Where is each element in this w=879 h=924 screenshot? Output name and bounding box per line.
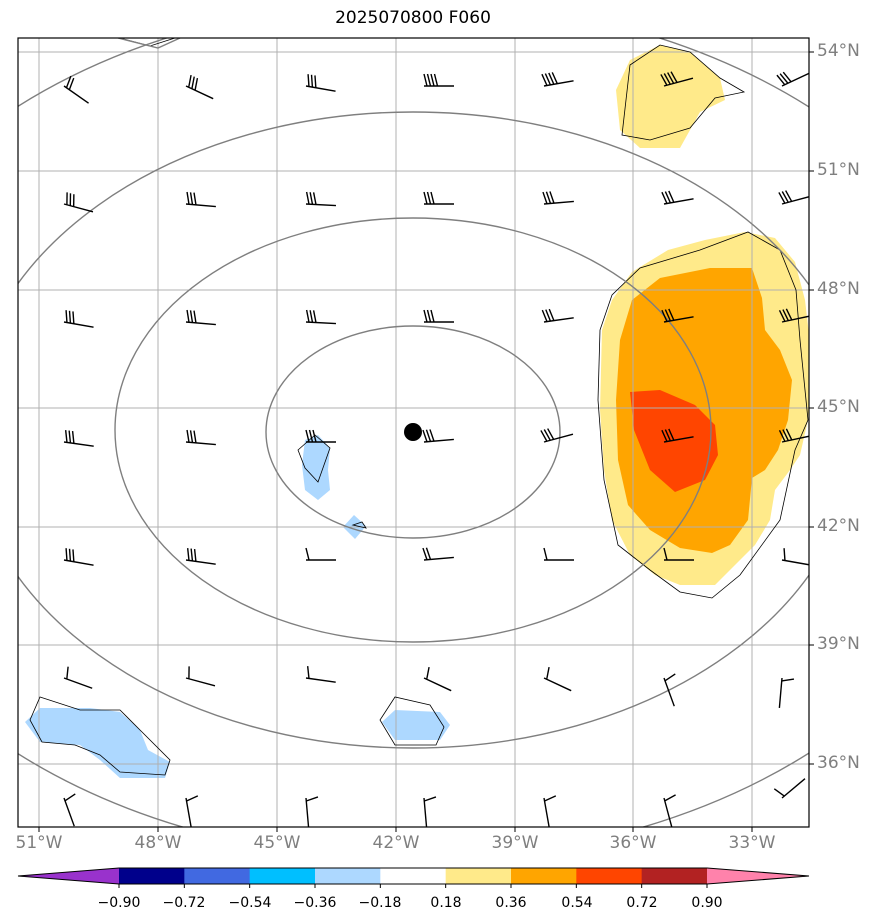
lat-label: 39°N <box>817 634 860 654</box>
colorbar-segment <box>576 868 643 884</box>
wind-barb-icon <box>541 72 574 87</box>
map-title: 2025070800 F060 <box>335 8 491 28</box>
colorbar-segment <box>641 868 708 884</box>
wind-barb-icon <box>423 191 454 205</box>
wind-barb-icon <box>776 71 809 87</box>
lon-label: 33°W <box>728 833 776 853</box>
colorbar <box>17 867 810 888</box>
lon-label: 39°W <box>491 833 539 853</box>
colorbar-tick-label: 0.54 <box>561 895 593 911</box>
colorbar-segment <box>184 868 251 884</box>
wind-barb-icon <box>305 547 336 561</box>
colorbar-segment <box>249 868 316 884</box>
lon-label: 42°W <box>372 833 420 853</box>
wind-barb-icon <box>422 547 454 561</box>
colorbar-tick-label: 0.90 <box>691 895 723 911</box>
wind-barb-icon <box>422 429 454 443</box>
wind-barb-icon <box>305 74 336 92</box>
lat-label: 45°N <box>817 397 860 417</box>
wind-barb-icon <box>543 547 574 561</box>
lat-label: 54°N <box>817 41 860 61</box>
positive-anomaly-orange <box>616 268 792 553</box>
colorbar-tick-label: 0.18 <box>430 895 462 911</box>
colorbar-segment <box>315 868 381 884</box>
wind-barb-icon <box>63 793 76 827</box>
wind-barb-icon <box>185 429 216 446</box>
wind-barb-icon <box>543 666 572 692</box>
map-frame <box>17 37 810 828</box>
wind-barb-icon <box>663 794 676 827</box>
lon-label: 45°W <box>253 833 301 853</box>
wind-barb-icon <box>63 666 93 689</box>
wind-barb-icon <box>185 74 214 100</box>
wind-barb-icon <box>773 778 806 799</box>
wind-barb-icon <box>305 796 319 827</box>
wind-barb-icon <box>305 309 336 325</box>
wind-barb-icon <box>63 75 89 104</box>
wind-barb-icon <box>541 308 574 323</box>
wind-barb-icon <box>663 673 676 707</box>
negative-anomaly-blue <box>25 435 450 778</box>
wind-barb-icon <box>185 666 216 687</box>
positive-anomaly-red <box>630 390 718 492</box>
colorbar-extend-high <box>707 868 809 884</box>
wind-barb-icon <box>661 428 694 443</box>
wind-barb-icon <box>778 428 809 443</box>
colorbar-tick-label: −0.54 <box>228 895 272 911</box>
colorbar-tick-label: −0.36 <box>293 895 337 911</box>
wind-barb-icon <box>185 191 216 208</box>
wind-barb-icon <box>63 192 94 213</box>
wind-barb-icon <box>63 310 94 328</box>
axis-ticks <box>38 51 814 832</box>
colorbar-segment <box>380 868 447 884</box>
colorbar-segment <box>445 868 512 884</box>
colorbar-tick-label: −0.72 <box>162 895 206 911</box>
lat-label: 48°N <box>817 279 860 299</box>
lon-label: 48°W <box>134 833 182 853</box>
wind-barb-icon <box>423 309 454 323</box>
wind-barb-icon <box>778 308 809 323</box>
wind-barb-icon <box>663 547 694 561</box>
wind-barb-icon <box>63 548 94 566</box>
wind-barb-icon <box>540 428 574 443</box>
colorbar-tick-label: 0.36 <box>495 895 527 911</box>
wind-barb-icon <box>185 795 199 827</box>
wind-barb-icon <box>661 308 694 323</box>
wind-barb-icon <box>781 548 809 566</box>
wind-barb-icon <box>661 190 694 205</box>
lon-label: 51°W <box>15 833 63 853</box>
wind-barb-icon <box>305 429 336 443</box>
wind-barb-icon <box>543 795 557 827</box>
wind-barb-icon <box>305 191 336 207</box>
wind-barb-icon <box>423 666 452 692</box>
lat-label: 42°N <box>817 516 860 536</box>
wind-barb-icon <box>63 430 94 447</box>
wind-barb-icon <box>778 677 795 708</box>
colorbar-segment <box>119 868 185 884</box>
colorbar-tick-label: 0.72 <box>626 895 658 911</box>
wind-barb-icon <box>423 796 437 827</box>
colorbar-tick-label: −0.90 <box>97 895 141 911</box>
wind-barb-icon <box>542 191 574 205</box>
wind-barbs <box>63 71 809 827</box>
low-center-dot-icon <box>404 423 422 441</box>
wind-barb-icon <box>778 190 809 205</box>
lat-label: 36°N <box>817 753 860 773</box>
lon-label: 36°W <box>609 833 657 853</box>
lat-label: 51°N <box>817 160 860 180</box>
wind-barb-icon <box>305 666 336 683</box>
wind-barb-icon <box>660 71 694 87</box>
wind-barb-icon <box>185 548 216 565</box>
colorbar-tick-label: −0.18 <box>358 895 402 911</box>
anomaly-contours <box>29 38 809 776</box>
pressure-contours <box>18 38 809 827</box>
colorbar-segment <box>511 868 577 884</box>
wind-barb-icon <box>185 309 216 326</box>
colorbar-extend-low <box>18 868 119 884</box>
wind-barb-icon <box>423 73 454 87</box>
